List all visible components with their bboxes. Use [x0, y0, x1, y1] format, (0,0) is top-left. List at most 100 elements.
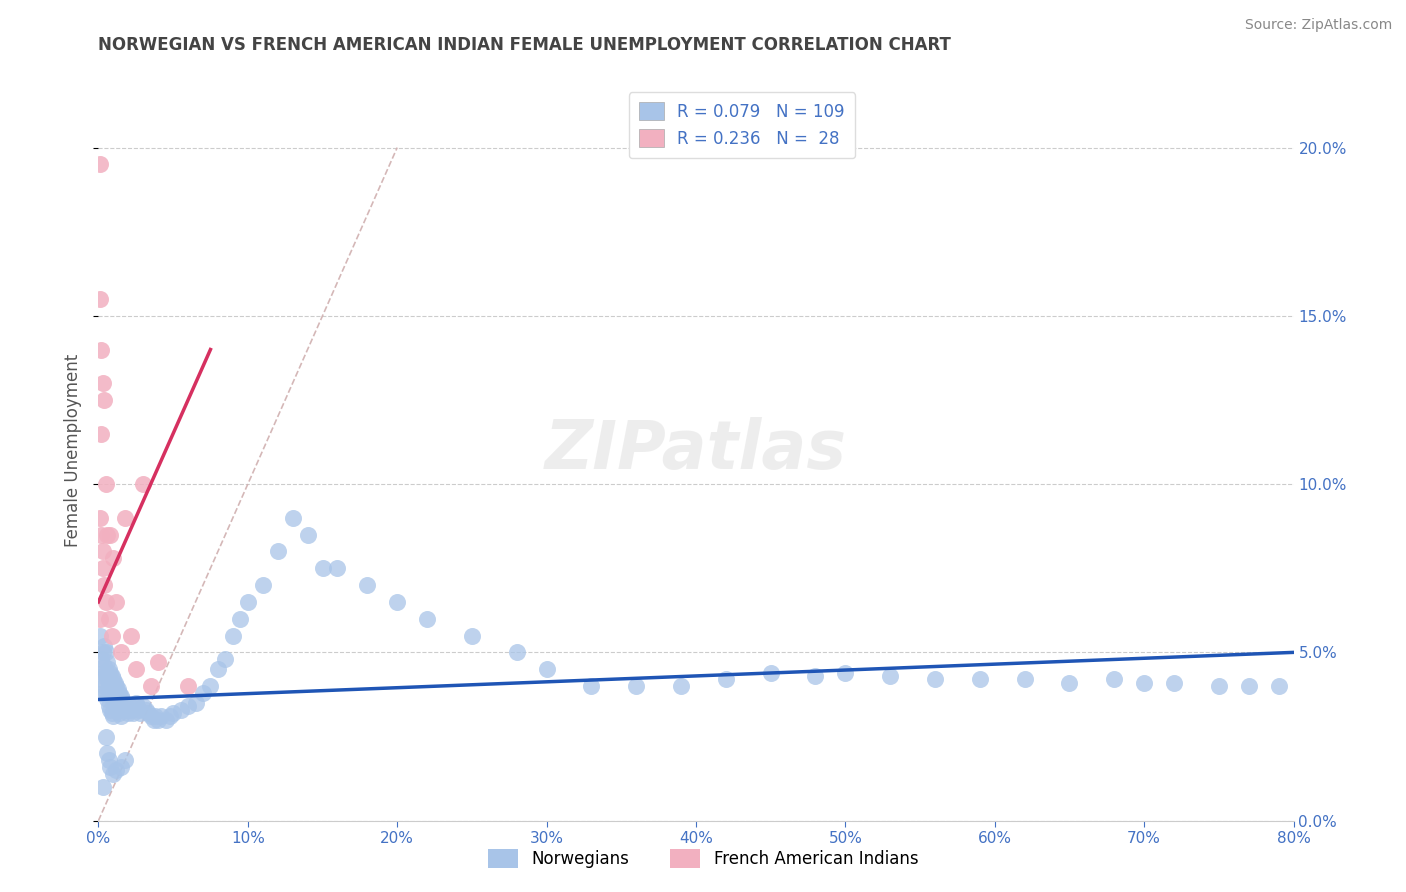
Point: [94, 665, 117, 680]
Point: [200, 679, 222, 693]
Point: [91, 665, 114, 680]
Point: [96, 527, 118, 541]
Point: [105, 699, 128, 714]
Point: [97, 679, 120, 693]
Point: [143, 709, 166, 723]
Point: [1104, 673, 1126, 687]
Point: [148, 656, 170, 670]
Point: [804, 669, 827, 683]
Point: [93, 679, 115, 693]
Point: [969, 673, 991, 687]
Point: [129, 706, 152, 720]
Point: [110, 645, 132, 659]
Point: [759, 665, 782, 680]
Point: [110, 760, 132, 774]
Point: [297, 527, 319, 541]
Point: [136, 706, 159, 720]
Point: [118, 699, 141, 714]
Point: [155, 713, 177, 727]
Point: [90, 673, 112, 687]
Point: [150, 709, 173, 723]
Point: [111, 692, 134, 706]
Point: [101, 689, 124, 703]
Point: [89, 628, 111, 642]
Point: [177, 699, 200, 714]
Point: [714, 673, 737, 687]
Point: [326, 561, 349, 575]
Point: [416, 612, 439, 626]
Point: [139, 709, 162, 723]
Point: [91, 686, 114, 700]
Point: [834, 665, 856, 680]
Point: [103, 766, 125, 780]
Point: [93, 578, 115, 592]
Point: [110, 709, 132, 723]
Point: [214, 652, 236, 666]
Point: [114, 753, 136, 767]
Point: [93, 639, 115, 653]
Point: [626, 679, 648, 693]
Point: [105, 679, 128, 693]
Point: [229, 612, 252, 626]
Point: [1208, 679, 1230, 693]
Point: [1237, 679, 1260, 693]
Point: [107, 703, 129, 717]
Point: [311, 561, 333, 575]
Point: [103, 692, 125, 706]
Point: [117, 706, 139, 720]
Text: Source: ZipAtlas.com: Source: ZipAtlas.com: [1244, 18, 1392, 32]
Point: [461, 628, 484, 642]
Point: [281, 510, 304, 524]
Point: [191, 686, 214, 700]
Point: [120, 628, 142, 642]
Point: [1163, 675, 1185, 690]
Point: [97, 699, 120, 714]
Point: [97, 753, 120, 767]
Point: [142, 713, 165, 727]
Point: [96, 692, 118, 706]
Point: [112, 696, 135, 710]
Point: [93, 658, 115, 673]
Point: [108, 686, 131, 700]
Point: [91, 645, 114, 659]
Point: [97, 612, 120, 626]
Point: [98, 686, 122, 700]
Point: [1014, 673, 1036, 687]
Point: [98, 527, 122, 541]
Point: [114, 510, 136, 524]
Point: [581, 679, 603, 693]
Point: [97, 662, 120, 676]
Point: [1059, 675, 1081, 690]
Point: [236, 595, 259, 609]
Point: [103, 673, 125, 687]
Point: [121, 706, 143, 720]
Point: [252, 578, 274, 592]
Point: [90, 343, 112, 357]
Point: [669, 679, 692, 693]
Point: [105, 595, 128, 609]
Point: [184, 696, 207, 710]
Point: [506, 645, 529, 659]
Point: [104, 696, 127, 710]
Point: [115, 703, 138, 717]
Point: [127, 699, 149, 714]
Point: [103, 709, 125, 723]
Point: [89, 157, 111, 171]
Legend: R = 0.079   N = 109, R = 0.236   N =  28: R = 0.079 N = 109, R = 0.236 N = 28: [628, 92, 855, 158]
Point: [132, 699, 155, 714]
Point: [125, 662, 148, 676]
Point: [125, 696, 148, 710]
Text: NORWEGIAN VS FRENCH AMERICAN INDIAN FEMALE UNEMPLOYMENT CORRELATION CHART: NORWEGIAN VS FRENCH AMERICAN INDIAN FEMA…: [98, 36, 952, 54]
Point: [91, 544, 114, 558]
Point: [1267, 679, 1289, 693]
Text: ZIPatlas: ZIPatlas: [546, 417, 846, 483]
Point: [879, 669, 901, 683]
Point: [108, 706, 131, 720]
Point: [93, 392, 115, 407]
Point: [536, 662, 558, 676]
Point: [135, 703, 157, 717]
Point: [1133, 675, 1156, 690]
Point: [90, 652, 112, 666]
Point: [169, 703, 191, 717]
Point: [385, 595, 409, 609]
